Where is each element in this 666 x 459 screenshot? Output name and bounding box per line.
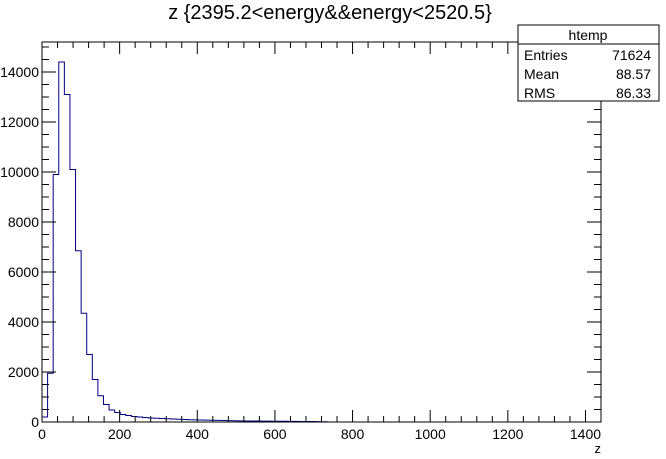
x-tick-label: 200 bbox=[108, 426, 132, 442]
x-tick-label: 1400 bbox=[570, 426, 601, 442]
histogram-outline bbox=[41, 61, 328, 423]
histogram-bin bbox=[109, 410, 115, 422]
histogram-bin bbox=[42, 417, 48, 422]
histogram-bin bbox=[92, 380, 98, 423]
histogram-bin bbox=[154, 418, 160, 422]
stats-rms-value: 86.33 bbox=[616, 85, 651, 101]
stats-box-name: htemp bbox=[569, 27, 608, 43]
stats-entries-value: 71624 bbox=[612, 47, 651, 63]
x-tick-label: 1000 bbox=[415, 426, 446, 442]
histogram-bin bbox=[120, 415, 126, 423]
y-tick-label: 12000 bbox=[0, 114, 39, 130]
histogram-bin bbox=[126, 416, 132, 423]
stats-mean-label: Mean bbox=[524, 66, 559, 82]
y-tick-label: 0 bbox=[31, 414, 39, 430]
histogram-bars bbox=[42, 62, 327, 422]
x-tick-label: 600 bbox=[263, 426, 287, 442]
y-tick-label: 6000 bbox=[8, 264, 39, 280]
histogram-bin bbox=[131, 417, 137, 423]
histogram-bin bbox=[70, 170, 76, 423]
x-axis: 0 200 400 600 800 1000 1200 1400 bbox=[38, 42, 602, 442]
y-tick-label: 10000 bbox=[0, 164, 39, 180]
stats-entries-label: Entries bbox=[524, 47, 568, 63]
histogram-bin bbox=[98, 396, 104, 422]
x-tick-label: 1200 bbox=[492, 426, 523, 442]
y-tick-label: 8000 bbox=[8, 214, 39, 230]
histogram-bin bbox=[143, 418, 149, 423]
x-tick-label: 400 bbox=[186, 426, 210, 442]
histogram-bin bbox=[64, 95, 70, 423]
y-tick-label: 14000 bbox=[0, 64, 39, 80]
x-axis-title: z bbox=[595, 441, 602, 456]
stats-rms-label: RMS bbox=[524, 85, 555, 101]
x-tick-label: 800 bbox=[341, 426, 365, 442]
histogram-bin bbox=[48, 373, 54, 422]
chart-title: z {2395.2<energy&&energy<2520.5} bbox=[168, 2, 492, 24]
histogram-bin bbox=[81, 313, 87, 422]
histogram-bin bbox=[159, 419, 165, 423]
stats-box: htemp Entries 71624 Mean 88.57 RMS 86.33 bbox=[517, 24, 660, 102]
stats-box-frame bbox=[517, 24, 660, 102]
y-tick-label: 4000 bbox=[8, 314, 39, 330]
x-tick-label: 0 bbox=[38, 426, 46, 442]
histogram-bin bbox=[137, 417, 143, 422]
plot-frame bbox=[41, 41, 602, 423]
y-tick-label: 2000 bbox=[8, 364, 39, 380]
histogram-bin bbox=[76, 251, 82, 422]
stats-mean-value: 88.57 bbox=[616, 66, 651, 82]
histogram-bin bbox=[59, 62, 65, 422]
histogram-bin bbox=[87, 355, 93, 423]
histogram-bin bbox=[53, 175, 59, 423]
y-axis: 0 2000 4000 6000 8000 10000 12000 14000 bbox=[0, 46, 601, 430]
